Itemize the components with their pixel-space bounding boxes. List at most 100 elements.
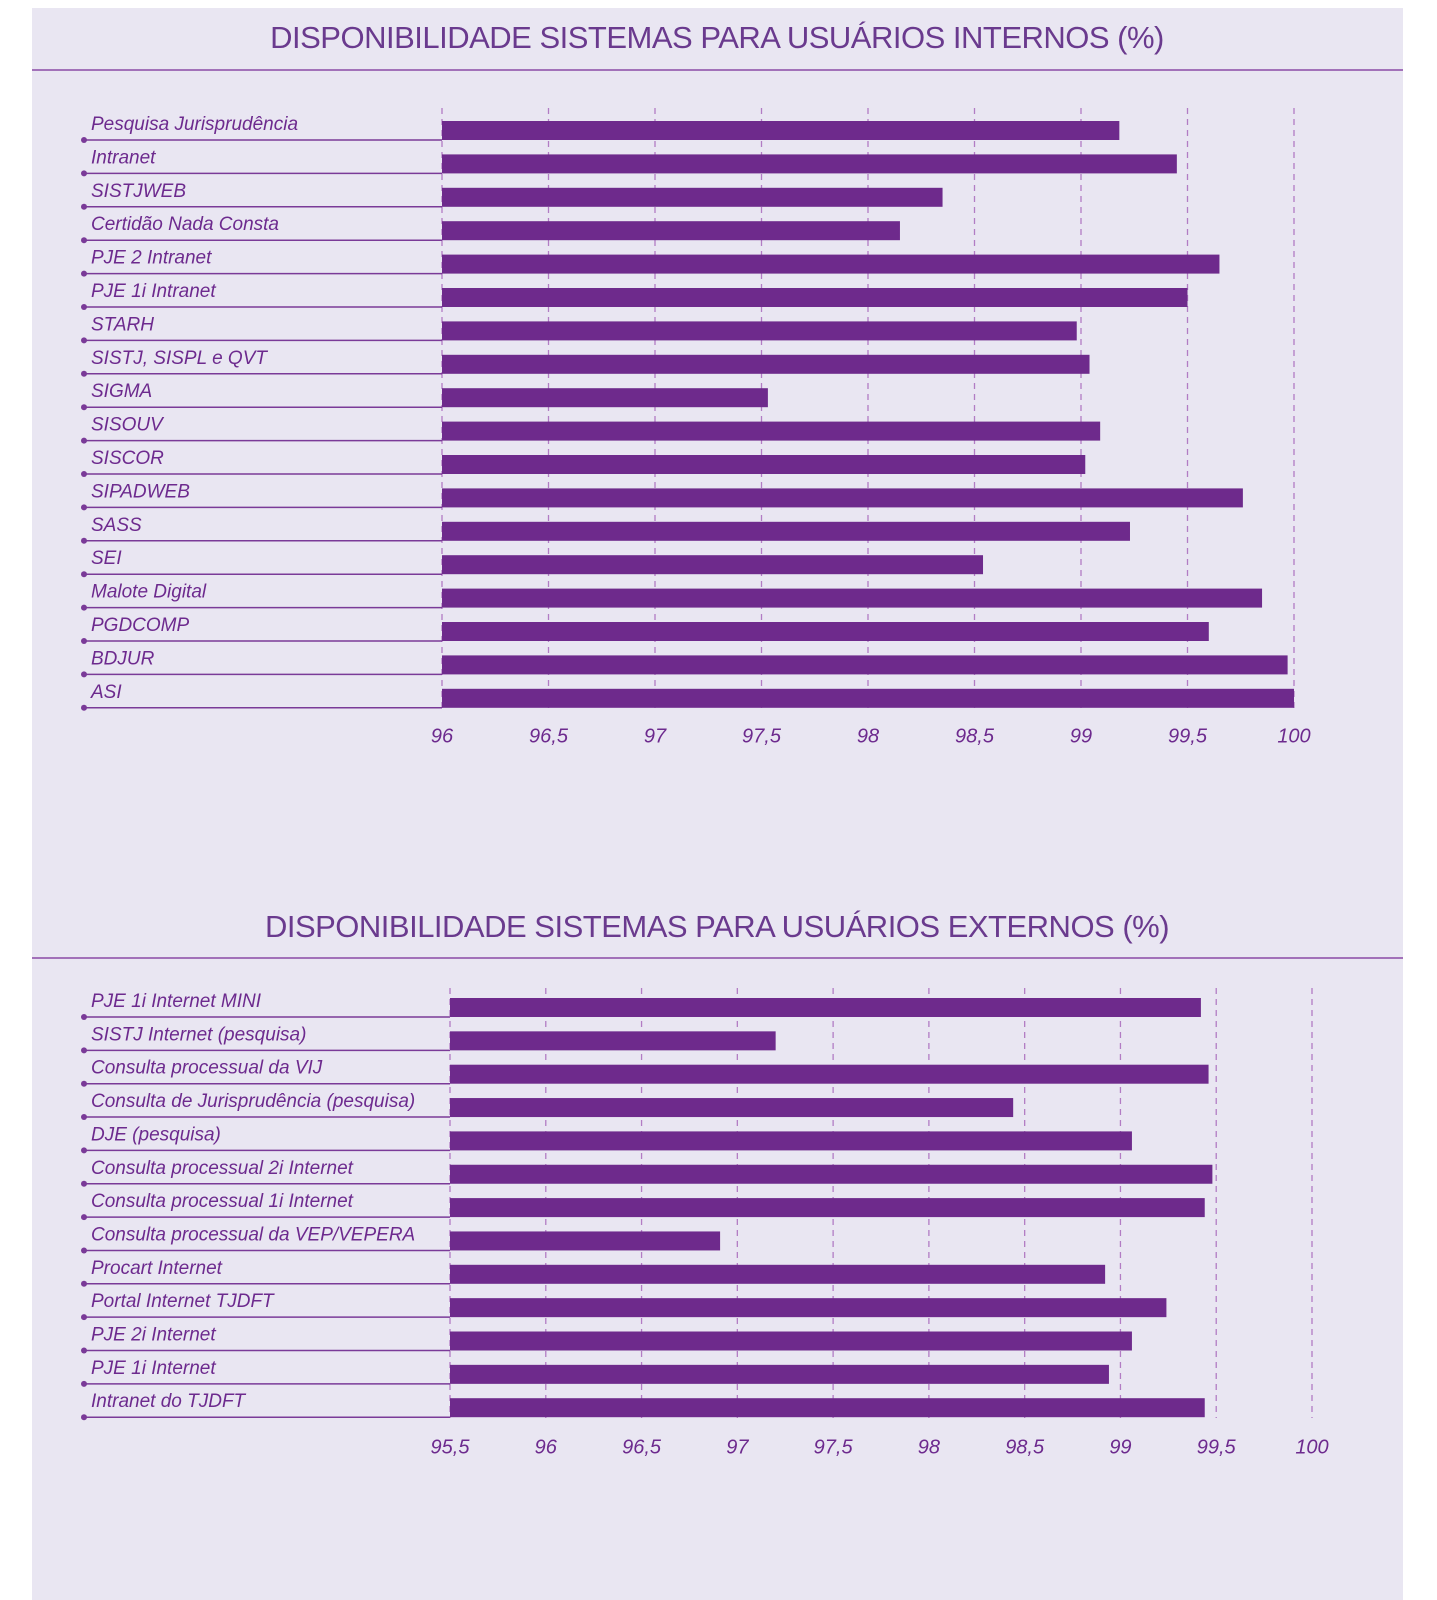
row-dot [81,1280,87,1287]
row-dot [81,671,87,678]
bar [442,321,1077,341]
bar [442,187,943,207]
bar [450,1298,1167,1318]
bar [450,998,1201,1017]
category-label: Portal Internet TJDFT [91,1291,275,1312]
category-label: Intranet do TJDFT [91,1391,247,1412]
bar [450,1264,1106,1284]
bar [450,1131,1132,1151]
row-dot [81,1014,87,1020]
category-label: PJE 1i Internet [91,1358,216,1379]
row-dot [81,704,87,711]
bar [450,1231,721,1251]
category-label: STARH [91,314,154,335]
row-dot [81,537,87,544]
x-tick-label: 96,5 [529,725,569,747]
row-dot [81,1247,87,1254]
row-dot [81,1147,87,1154]
bar [442,421,1101,441]
category-label: DJE (pesquisa) [91,1124,221,1145]
category-label: PJE 2i Internet [91,1325,216,1346]
bar [442,221,900,241]
bar [442,254,1220,274]
row-dot [81,1414,87,1421]
row-dot [81,1080,87,1087]
category-label: SASS [91,515,142,536]
category-label: SISTJWEB [91,181,186,202]
bar [442,154,1177,174]
x-tick-label: 97,5 [742,725,782,747]
x-tick-label: 99 [1109,1436,1131,1458]
category-label: Consulta processual 1i Internet [91,1191,354,1212]
bar [442,354,1090,374]
chart-title: DISPONIBILIDADE SISTEMAS PARA USUÁRIOS I… [270,20,1164,55]
row-dot [81,504,87,511]
bar [442,655,1288,675]
category-label: Intranet [91,147,156,168]
bar [442,121,1120,140]
category-label: Consulta processual da VIJ [91,1058,323,1079]
bar [442,622,1209,641]
row-dot [81,638,87,644]
x-tick-label: 95,5 [431,1436,471,1458]
bar [450,1098,1014,1118]
row-dot [81,1047,87,1054]
category-label: PJE 1i Intranet [91,281,216,302]
row-dot [81,1314,87,1321]
category-label: Consulta processual 2i Internet [91,1158,354,1179]
category-label: PJE 1i Internet MINI [91,991,262,1012]
x-tick-label: 100 [1277,725,1310,747]
bar [450,1031,776,1051]
category-label: SISTJ Internet (pesquisa) [91,1024,306,1045]
bar [450,1331,1132,1351]
x-tick-label: 98 [857,725,879,747]
x-tick-label: 100 [1295,1436,1328,1458]
category-label: SIGMA [91,381,152,402]
x-tick-label: 97,5 [814,1436,854,1458]
bar [450,1064,1209,1084]
category-label: ASI [90,682,122,703]
category-label: BDJUR [91,648,155,669]
category-label: Malote Digital [91,582,207,603]
bar [442,521,1130,541]
bar [442,555,984,575]
category-label: PGDCOMP [91,615,190,636]
category-label: Certidão Nada Consta [91,214,279,235]
bar [442,488,1243,508]
row-dot [81,237,87,244]
row-dot [81,370,87,377]
bar [450,1164,1213,1184]
category-label: SISTJ, SISPL e QVT [91,348,268,369]
row-dot [81,304,87,310]
x-tick-label: 96 [431,725,454,747]
row-dot [81,1114,87,1121]
x-tick-label: 98 [918,1436,940,1458]
x-tick-label: 98,5 [1005,1436,1045,1458]
x-tick-label: 99,5 [1168,725,1208,747]
row-dot [81,203,87,210]
bar [450,1198,1205,1218]
category-label: SIPADWEB [91,481,190,502]
bar [442,588,1263,608]
row-dot [81,270,87,277]
category-label: PJE 2 Intranet [91,248,212,269]
row-dot [81,337,87,344]
category-label: SISCOR [91,448,164,469]
row-dot [81,1347,87,1354]
x-tick-label: 96 [535,1436,558,1458]
x-tick-label: 97 [726,1436,749,1458]
category-label: Consulta processual da VEP/VEPERA [91,1224,415,1245]
category-label: SISOUV [91,415,165,436]
category-label: Consulta de Jurisprudência (pesquisa) [91,1091,415,1112]
bar [442,455,1086,474]
row-dot [81,1380,87,1387]
row-dot [81,1180,87,1187]
row-dot [81,437,87,444]
bar [442,688,1294,708]
x-tick-label: 98,5 [955,725,995,747]
category-label: SEI [91,548,122,569]
bar [450,1364,1109,1384]
row-dot [81,1214,87,1221]
panel [32,8,1403,1600]
